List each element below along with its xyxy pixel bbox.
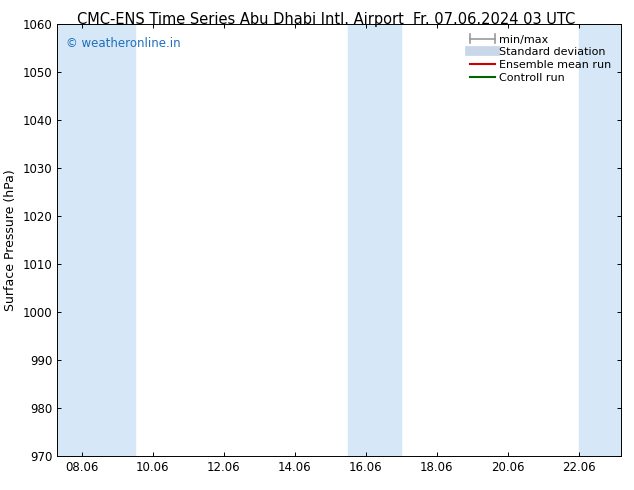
Bar — [348, 24, 401, 456]
Legend: min/max, Standard deviation, Ensemble mean run, Controll run: min/max, Standard deviation, Ensemble me… — [466, 30, 616, 87]
Text: CMC-ENS Time Series Abu Dhabi Intl. Airport: CMC-ENS Time Series Abu Dhabi Intl. Airp… — [77, 12, 404, 27]
Bar — [57, 24, 135, 456]
Bar — [579, 24, 621, 456]
Y-axis label: Surface Pressure (hPa): Surface Pressure (hPa) — [4, 169, 17, 311]
Text: © weatheronline.in: © weatheronline.in — [65, 37, 180, 50]
Text: Fr. 07.06.2024 03 UTC: Fr. 07.06.2024 03 UTC — [413, 12, 576, 27]
